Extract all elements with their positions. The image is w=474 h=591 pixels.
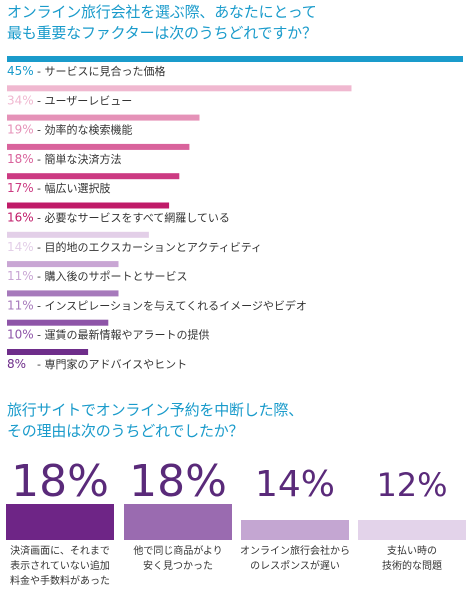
factor-bar-2 [7, 85, 352, 92]
factor-bar-4 [7, 143, 190, 150]
factor-label-10: - 運賃の最新情報やアラートの提供 [37, 328, 209, 342]
factor-value-6: 16% [7, 211, 34, 225]
factor-label-2: - ユーザーレビュー [37, 94, 132, 107]
reason-label-1-line-1: 決済画面に、それまで [10, 544, 110, 557]
question-1-title: オンライン旅行会社を選ぶ際、あなたにとって 最も重要なファクターは次のうちどれで… [7, 2, 317, 44]
factor-value-8: 11% [7, 269, 34, 283]
factor-value-9: 11% [7, 298, 34, 312]
factor-bar-8 [7, 261, 119, 268]
factor-value-5: 17% [7, 181, 34, 195]
reason-label-4-line-1: 支払い時の [387, 544, 437, 557]
factor-bar-5 [7, 173, 180, 180]
reason-label-4-line-2: 技術的な問題 [382, 559, 442, 572]
reason-label-3-line-1: オンライン旅行会社から [240, 544, 350, 557]
factor-label-11: - 専門家のアドバイスやヒント [37, 357, 187, 371]
importance-factors-bar-chart: 45% - サービスに見合った価格 34% - ユーザーレビュー 19% - 効率的な検索… [7, 56, 463, 371]
factor-bar-7 [7, 231, 149, 238]
factor-value-11: 8% [7, 357, 26, 371]
question-2-line-1: 旅行サイトでオンライン予約を中断した際、 [7, 401, 304, 419]
factor-value-2: 34% [7, 93, 34, 107]
factor-label-3: - 効率的な検索機能 [37, 123, 132, 137]
factor-value-7: 14% [7, 240, 34, 254]
reason-value-1: 18% [11, 456, 109, 507]
factor-label-1: - サービスに見合った価格 [37, 64, 165, 78]
reason-label-1-line-2: 表示されていない追加 [10, 559, 110, 572]
factor-label-5: - 幅広い選択肢 [37, 181, 110, 195]
question-2-title: 旅行サイトでオンライン予約を中断した際、 その理由は次のうちどれでしたか？ [7, 400, 303, 442]
factor-value-10: 10% [7, 328, 34, 342]
factor-value-3: 19% [7, 123, 34, 137]
reason-label-3-line-2: のレスポンスが遅い [250, 559, 340, 572]
factor-bar-1 [7, 56, 463, 62]
factor-bar-3 [7, 114, 200, 121]
reason-value-4: 12% [376, 466, 447, 504]
factor-bar-10 [7, 319, 109, 326]
reason-bar-1 [6, 504, 114, 540]
reason-bar-2 [124, 504, 232, 540]
reason-label-1-line-3: 料金や手数料があった [10, 574, 110, 587]
factor-label-4: - 簡単な決済方法 [37, 152, 121, 166]
reason-bar-4 [358, 520, 466, 540]
question-1-line-1: オンライン旅行会社を選ぶ際、あなたにとって [7, 3, 317, 21]
reason-value-2: 18% [129, 456, 227, 507]
reason-bar-3 [241, 520, 349, 540]
reason-value-3: 14% [255, 464, 335, 505]
factor-value-1: 45% [7, 64, 34, 78]
factor-bar-11 [7, 349, 89, 355]
reason-label-2-line-2: 安く見つかった [143, 559, 213, 572]
factor-bar-6 [7, 202, 170, 209]
factor-bar-9 [7, 290, 119, 297]
factor-label-6: - 必要なサービスをすべて網羅している [37, 211, 230, 225]
factor-label-9: - インスピレーションを与えてくれるイメージやビデオ [37, 298, 307, 312]
factor-label-7: - 目的地のエクスカーションとアクティビティ [37, 240, 262, 254]
reason-label-2-line-1: 他で同じ商品がより [133, 544, 222, 557]
question-1-line-2: 最も重要なファクターは次のうちどれですか？ [7, 24, 317, 42]
question-2-line-2: その理由は次のうちどれでしたか？ [7, 422, 244, 440]
factor-label-8: - 購入後のサポートとサービス [37, 269, 187, 283]
factor-value-4: 18% [7, 152, 34, 166]
